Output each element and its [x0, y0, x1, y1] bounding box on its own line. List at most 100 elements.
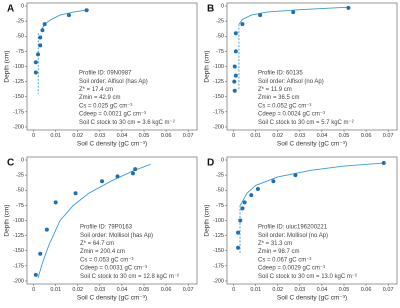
- data-point: [73, 191, 78, 196]
- x-axis-label: Soil C density (gC cm⁻³): [277, 295, 347, 302]
- y-tick-label: 0: [21, 157, 24, 163]
- data-point: [84, 8, 89, 13]
- y-tick-label: -125: [213, 233, 224, 239]
- y-tick-label: -100: [213, 64, 224, 70]
- y-axis-label: Depth (cm): [4, 204, 11, 236]
- data-point: [240, 22, 245, 27]
- y-tick-label: -200: [13, 278, 24, 284]
- annotation: Soil C stock to 30 cm = 5.7 kgC m⁻²: [258, 120, 354, 126]
- data-point: [44, 227, 49, 232]
- data-point: [232, 64, 237, 69]
- data-point: [242, 200, 247, 205]
- annotation: Soil order: Alfisol (has Ap): [79, 79, 148, 85]
- annotation: Zmin = 98.7 cm: [258, 249, 300, 255]
- y-tick-label: -75: [216, 49, 224, 55]
- y-tick-label: -75: [16, 203, 24, 209]
- data-point: [381, 161, 386, 166]
- data-point: [232, 88, 237, 93]
- annotation: Cs = 0.052 gC cm⁻³: [258, 103, 311, 109]
- data-point: [271, 179, 276, 184]
- y-tick-label: -25: [16, 173, 24, 179]
- panel: D 0 0.01 0.02 0.03 0.04 0.05 0.06 0.07 0 -25 -50 -75…: [204, 156, 398, 302]
- y-tick-label: -150: [213, 248, 224, 254]
- x-tick-label: 0: [232, 287, 235, 293]
- y-tick-label: -25: [16, 19, 24, 25]
- annotation: Z* = 17.4 cm: [79, 87, 113, 93]
- data-point: [130, 171, 135, 176]
- x-tick-label: 0.04: [317, 287, 328, 293]
- fit-curve: [239, 162, 384, 206]
- data-point: [40, 28, 45, 33]
- annotation: Z* = 31.3 cm: [258, 241, 292, 247]
- x-tick-label: 0.06: [361, 287, 372, 293]
- y-tick-label: -50: [16, 188, 24, 194]
- y-tick-label: -25: [216, 19, 224, 25]
- annotation: Zmin = 36.5 cm: [258, 95, 300, 101]
- data-point: [33, 272, 38, 277]
- x-tick-label: 0.05: [339, 287, 350, 293]
- data-point: [232, 79, 237, 84]
- x-tick-label: 0.01: [50, 133, 61, 139]
- y-tick-label: 0: [221, 157, 224, 163]
- y-tick-label: -50: [216, 188, 224, 194]
- annotation: Soil C stock to 30 cm = 3.6 kgC m⁻²: [79, 120, 175, 126]
- x-tick-label: 0.03: [94, 287, 105, 293]
- data-point: [133, 167, 138, 172]
- x-tick-label: 0.02: [72, 133, 83, 139]
- y-tick-label: -175: [13, 263, 24, 269]
- annotation: Soil C stock to 30 cm = 12.8 kgC m⁻²: [80, 274, 179, 280]
- data-point: [115, 174, 120, 179]
- x-axis-label: Soil C density (gC cm⁻³): [77, 295, 147, 302]
- panel: C 0 0.01 0.02 0.03 0.04 0.05 0.06 0.07 0 -25 -50 -75…: [4, 156, 198, 302]
- x-axis-label: Soil C density (gC cm⁻³): [77, 141, 147, 148]
- annotation: Profile ID: 79P0163: [80, 225, 133, 231]
- x-tick-label: 0.06: [161, 287, 172, 293]
- x-tick-label: 0.07: [183, 133, 194, 139]
- y-tick-label: -100: [13, 64, 24, 70]
- x-tick-label: 0.03: [294, 287, 305, 293]
- annotation: Profile ID: 09N0987: [79, 71, 132, 77]
- fit-curve: [238, 6, 349, 25]
- panel-label: C: [7, 158, 14, 169]
- data-point: [36, 52, 41, 57]
- annotation: Profile ID: uiuc196200221: [258, 225, 328, 231]
- annotation: Z* = 64.7 cm: [80, 241, 114, 247]
- data-point: [293, 173, 298, 178]
- y-tick-label: -150: [13, 248, 24, 254]
- y-tick-label: -150: [13, 94, 24, 100]
- x-tick-label: 0.01: [250, 287, 261, 293]
- x-tick-label: 0.01: [250, 133, 261, 139]
- y-tick-label: -75: [216, 203, 224, 209]
- panel-label: B: [207, 4, 214, 15]
- x-tick-label: 0.07: [383, 133, 394, 139]
- data-point: [233, 31, 238, 36]
- x-tick-label: 0.04: [117, 133, 128, 139]
- annotation: Cs = 0.053 gC cm⁻³: [80, 257, 133, 263]
- y-tick-label: -175: [213, 109, 224, 115]
- y-tick-label: 0: [21, 3, 24, 9]
- panel: A 0 0.01 0.02 0.03 0.04 0.05 0.06 0.07 0 -25 -50 -75…: [4, 2, 198, 148]
- data-point: [66, 13, 71, 18]
- x-tick-label: 0: [32, 133, 35, 139]
- annotation: Cs = 0.067 gC cm⁻³: [258, 257, 311, 263]
- data-point: [258, 13, 263, 18]
- y-tick-label: -175: [13, 109, 24, 115]
- y-tick-label: -75: [16, 49, 24, 55]
- annotation: Soil C stock to 30 cm = 13.0 kgC m⁻²: [258, 274, 357, 280]
- data-point: [255, 187, 260, 192]
- y-tick-label: -100: [213, 218, 224, 224]
- data-point: [236, 245, 241, 250]
- x-tick-label: 0.02: [272, 287, 283, 293]
- data-point: [236, 230, 241, 235]
- x-tick-label: 0: [32, 287, 35, 293]
- annotation: Cdeep = 0.0021 gC cm⁻³: [79, 112, 146, 118]
- panel: B 0 0.01 0.02 0.03 0.04 0.05 0.06 0.07 0 -25 -50 -75…: [204, 2, 398, 148]
- x-tick-label: 0.05: [139, 287, 150, 293]
- annotation: Cdeep = 0.0029 gC cm⁻³: [258, 266, 325, 272]
- x-tick-label: 0.03: [294, 133, 305, 139]
- x-tick-label: 0.03: [94, 133, 105, 139]
- data-point: [233, 49, 238, 54]
- y-tick-label: -125: [13, 233, 24, 239]
- x-axis-label: Soil C density (gC cm⁻³): [277, 141, 347, 148]
